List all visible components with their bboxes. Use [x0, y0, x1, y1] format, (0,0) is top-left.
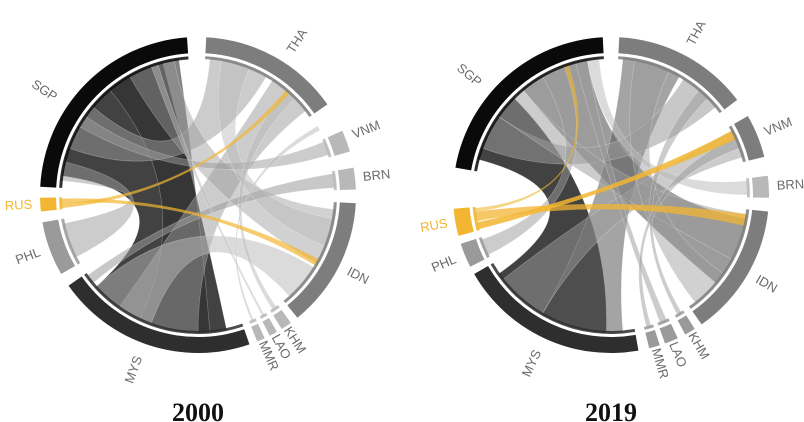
- tha-label: THA: [683, 18, 709, 48]
- mys-inner-ring: [84, 273, 244, 335]
- sgp-inner-ring: [474, 56, 604, 172]
- phl-arc: [460, 238, 485, 267]
- lao-arc: [659, 323, 678, 344]
- rus-arc: [453, 207, 474, 236]
- vnm-label: VNM: [762, 114, 794, 139]
- mys-arc: [68, 276, 250, 353]
- idn-label: IDN: [345, 264, 372, 288]
- mmr-label: MMR: [649, 346, 672, 380]
- mys-arc: [474, 266, 639, 354]
- rus-arc: [40, 197, 57, 212]
- sgp-label: SGP: [454, 60, 485, 89]
- tha-arc: [618, 37, 738, 110]
- mys-label: MYS: [121, 353, 145, 385]
- khm-arc: [273, 309, 291, 329]
- rus-chord-1: [475, 130, 738, 230]
- year-label-2019: 2019: [585, 398, 637, 422]
- phl-label: PHL: [13, 244, 42, 267]
- mmr-arc: [645, 330, 660, 349]
- lao-arc: [262, 317, 277, 336]
- brn-inner-ring: [331, 170, 337, 191]
- vnm-inner-ring: [728, 125, 746, 163]
- tha-label: THA: [283, 26, 310, 56]
- vnm-inner-ring: [322, 138, 332, 158]
- phl-inner-ring: [61, 218, 81, 265]
- mys-label: MYS: [519, 347, 545, 379]
- lao-label: LAO: [666, 340, 690, 370]
- lao-inner-ring: [259, 312, 268, 319]
- mmr-inner-ring: [643, 324, 654, 330]
- brn-label: BRN: [362, 166, 391, 184]
- sgp-arc: [40, 37, 189, 188]
- rus-inner-ring: [472, 206, 480, 231]
- phl-inner-ring: [478, 237, 490, 259]
- mys-inner-ring: [490, 263, 636, 334]
- rus-chord-2: [60, 198, 320, 267]
- khm-label: KHM: [685, 329, 712, 362]
- khm-inner-ring: [270, 305, 280, 313]
- brn-label: BRN: [776, 176, 804, 192]
- vnm-label: VNM: [350, 117, 382, 141]
- mmr-arc: [251, 323, 265, 342]
- sgp-label: SGP: [29, 76, 60, 104]
- brn-inner-ring: [745, 178, 750, 198]
- rus-label: RUS: [419, 215, 449, 235]
- vnm-arc: [327, 130, 350, 156]
- vnm-arc: [733, 116, 765, 161]
- rus-inner-ring: [59, 197, 63, 210]
- rus-chord-2: [474, 203, 748, 227]
- chord-13: [234, 125, 321, 323]
- phl-arc: [42, 219, 76, 274]
- khm-inner-ring: [674, 310, 685, 318]
- phl-label: PHL: [429, 251, 458, 275]
- lao-inner-ring: [657, 318, 670, 326]
- khm-arc: [677, 315, 695, 335]
- sgp-arc: [455, 37, 604, 171]
- tha-arc: [205, 37, 328, 114]
- brn-arc: [337, 167, 356, 191]
- rus-label: RUS: [4, 197, 33, 214]
- idn-arc: [287, 202, 356, 318]
- idn-label: IDN: [753, 272, 780, 296]
- idn-arc: [692, 209, 769, 325]
- year-label-2000: 2000: [172, 398, 224, 422]
- brn-arc: [751, 175, 770, 198]
- mmr-inner-ring: [248, 318, 257, 324]
